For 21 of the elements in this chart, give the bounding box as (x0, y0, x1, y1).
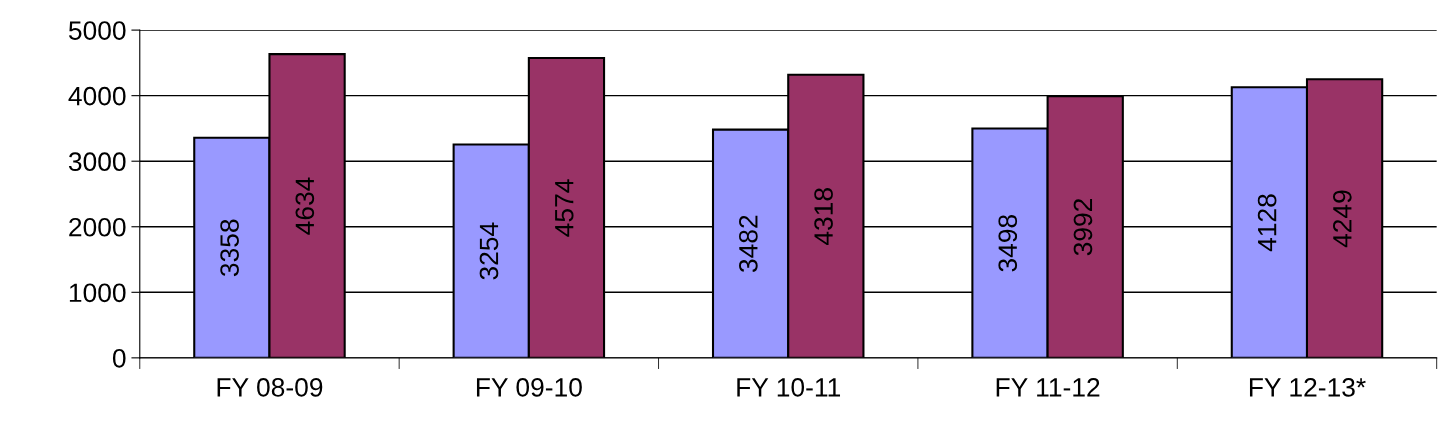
data-label: 4318 (814, 188, 833, 246)
y-tick-label: 2000 (69, 217, 126, 237)
x-tick-label: FY 09-10 (476, 378, 582, 397)
y-tick-label: 4000 (68, 86, 126, 106)
x-tick-label: FY 12-13* (1249, 378, 1366, 397)
data-label: 4249 (1332, 190, 1352, 248)
data-label: 3992 (1073, 198, 1093, 256)
x-tick-label: FY 10-11 (737, 378, 841, 397)
x-tick-label: FY 08-09 (217, 378, 323, 397)
data-label: 3482 (739, 215, 758, 273)
x-tick-label: FY 11-12 (996, 378, 1100, 397)
data-label: 4634 (295, 177, 315, 235)
data-label: 3254 (479, 222, 499, 280)
data-label: 3498 (998, 215, 1018, 272)
y-tick-label: 1000 (69, 283, 126, 303)
data-label: 4574 (555, 179, 574, 237)
y-tick-label: 5000 (68, 21, 126, 40)
data-label: 4128 (1257, 194, 1277, 252)
y-tick-label: 3000 (68, 152, 126, 172)
data-label: 3358 (220, 219, 239, 277)
y-tick-label: 0 (112, 348, 126, 368)
